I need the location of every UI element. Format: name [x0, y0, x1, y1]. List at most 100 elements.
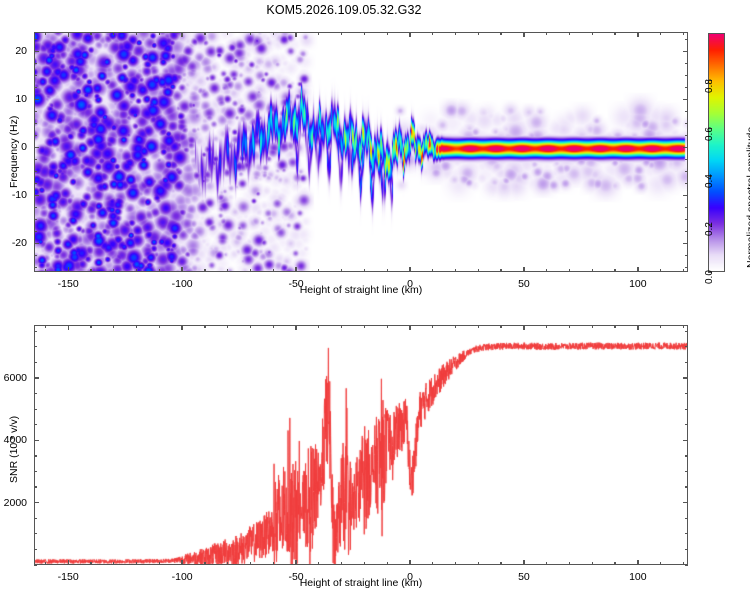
x-tick-mark — [249, 269, 252, 272]
x-tick-mark — [318, 32, 320, 35]
x-tick-mark — [158, 562, 160, 565]
y-tick-mark — [34, 170, 37, 172]
snr-x-axis-title: Height of straight line (km) — [299, 577, 423, 589]
x-tick-mark — [568, 269, 571, 272]
y-tick-mark — [34, 330, 37, 332]
x-tick-mark — [523, 560, 525, 565]
y-tick-mark — [683, 502, 688, 504]
y-tick-mark — [683, 242, 688, 244]
y-tick-mark — [685, 470, 688, 473]
x-tick-mark — [67, 267, 69, 272]
x-tick-mark — [432, 269, 434, 272]
colorbar-tick-label: 0.0 — [704, 270, 715, 284]
x-tick-mark — [477, 32, 479, 35]
x-tick-mark — [500, 32, 502, 35]
y-tick-mark — [34, 74, 37, 76]
x-tick-mark — [409, 267, 411, 272]
x-tick-mark — [409, 32, 411, 37]
x-tick-mark — [340, 32, 343, 35]
y-tick-mark — [683, 439, 688, 441]
x-tick-mark — [44, 325, 47, 328]
y-tick-mark — [34, 50, 39, 52]
x-tick-mark — [67, 560, 69, 565]
y-tick-mark — [685, 254, 688, 256]
y-tick-mark — [34, 146, 39, 148]
y-tick-mark — [34, 392, 37, 395]
x-tick-mark — [591, 269, 593, 272]
x-tick-mark — [227, 562, 229, 565]
x-tick-mark — [454, 325, 457, 328]
x-tick-mark — [591, 562, 593, 565]
y-tick-label: -20 — [11, 237, 27, 250]
x-tick-mark — [432, 32, 434, 35]
colorbar-tick-label: 0.8 — [704, 78, 715, 93]
x-tick-label: 50 — [518, 571, 530, 583]
snr-y-axis-title: SNR (10 * v/v) — [8, 415, 20, 483]
y-tick-mark — [685, 62, 688, 64]
y-tick-mark — [683, 146, 688, 148]
y-tick-mark — [34, 206, 37, 208]
x-tick-mark — [546, 325, 548, 328]
colorbar-tick-mark — [708, 223, 712, 225]
x-tick-mark — [295, 325, 297, 330]
x-tick-mark — [500, 562, 502, 565]
x-tick-mark — [386, 562, 388, 565]
y-tick-mark — [34, 486, 37, 488]
y-tick-mark — [685, 170, 688, 172]
x-tick-mark — [637, 32, 639, 37]
x-tick-mark — [637, 325, 639, 330]
x-tick-mark — [204, 562, 206, 565]
x-tick-mark — [90, 325, 92, 328]
x-tick-mark — [113, 32, 115, 35]
x-tick-mark — [204, 32, 206, 35]
y-tick-label: 10 — [15, 93, 27, 106]
x-tick-mark — [158, 325, 160, 328]
x-tick-mark — [386, 32, 388, 35]
x-tick-mark — [660, 269, 662, 272]
x-tick-mark — [295, 32, 297, 37]
x-tick-mark — [409, 560, 411, 565]
spectrogram-y-axis-title: Frequency (Hz) — [8, 115, 20, 188]
y-tick-mark — [685, 230, 688, 232]
y-tick-mark — [34, 38, 37, 40]
x-tick-label: 100 — [629, 571, 647, 583]
y-tick-mark — [685, 408, 688, 410]
x-tick-mark — [113, 325, 115, 328]
x-tick-mark — [90, 32, 92, 35]
x-tick-mark — [181, 267, 183, 272]
x-tick-mark — [90, 269, 92, 272]
x-tick-mark — [682, 32, 685, 35]
x-tick-label: -100 — [171, 278, 193, 290]
colorbar-tick-label: 0.4 — [704, 174, 715, 189]
x-tick-mark — [614, 32, 616, 35]
x-tick-mark — [660, 32, 662, 35]
y-tick-mark — [685, 517, 688, 519]
x-tick-label: -150 — [57, 278, 79, 290]
x-tick-mark — [409, 325, 411, 330]
x-tick-mark — [500, 269, 502, 272]
x-tick-mark — [181, 32, 183, 37]
x-tick-mark — [318, 562, 320, 565]
y-tick-mark — [34, 439, 39, 441]
x-tick-mark — [477, 269, 479, 272]
y-tick-mark — [685, 548, 688, 551]
x-tick-mark — [523, 267, 525, 272]
y-tick-label: 20 — [15, 45, 27, 58]
y-tick-mark — [685, 424, 688, 426]
x-tick-label: 0 — [407, 278, 413, 290]
y-tick-mark — [34, 122, 37, 124]
x-tick-mark — [523, 325, 525, 330]
colorbar-gradient — [709, 34, 724, 271]
x-tick-mark — [340, 325, 343, 328]
y-tick-mark — [34, 470, 37, 473]
y-tick-mark — [685, 486, 688, 488]
x-tick-mark — [660, 562, 662, 565]
y-tick-mark — [34, 266, 37, 268]
y-tick-mark — [685, 206, 688, 208]
y-tick-mark — [685, 346, 688, 348]
x-tick-label: 50 — [518, 278, 530, 290]
x-tick-mark — [614, 562, 616, 565]
y-tick-label: -10 — [11, 189, 27, 202]
x-tick-mark — [363, 562, 366, 565]
x-tick-mark — [500, 325, 502, 328]
